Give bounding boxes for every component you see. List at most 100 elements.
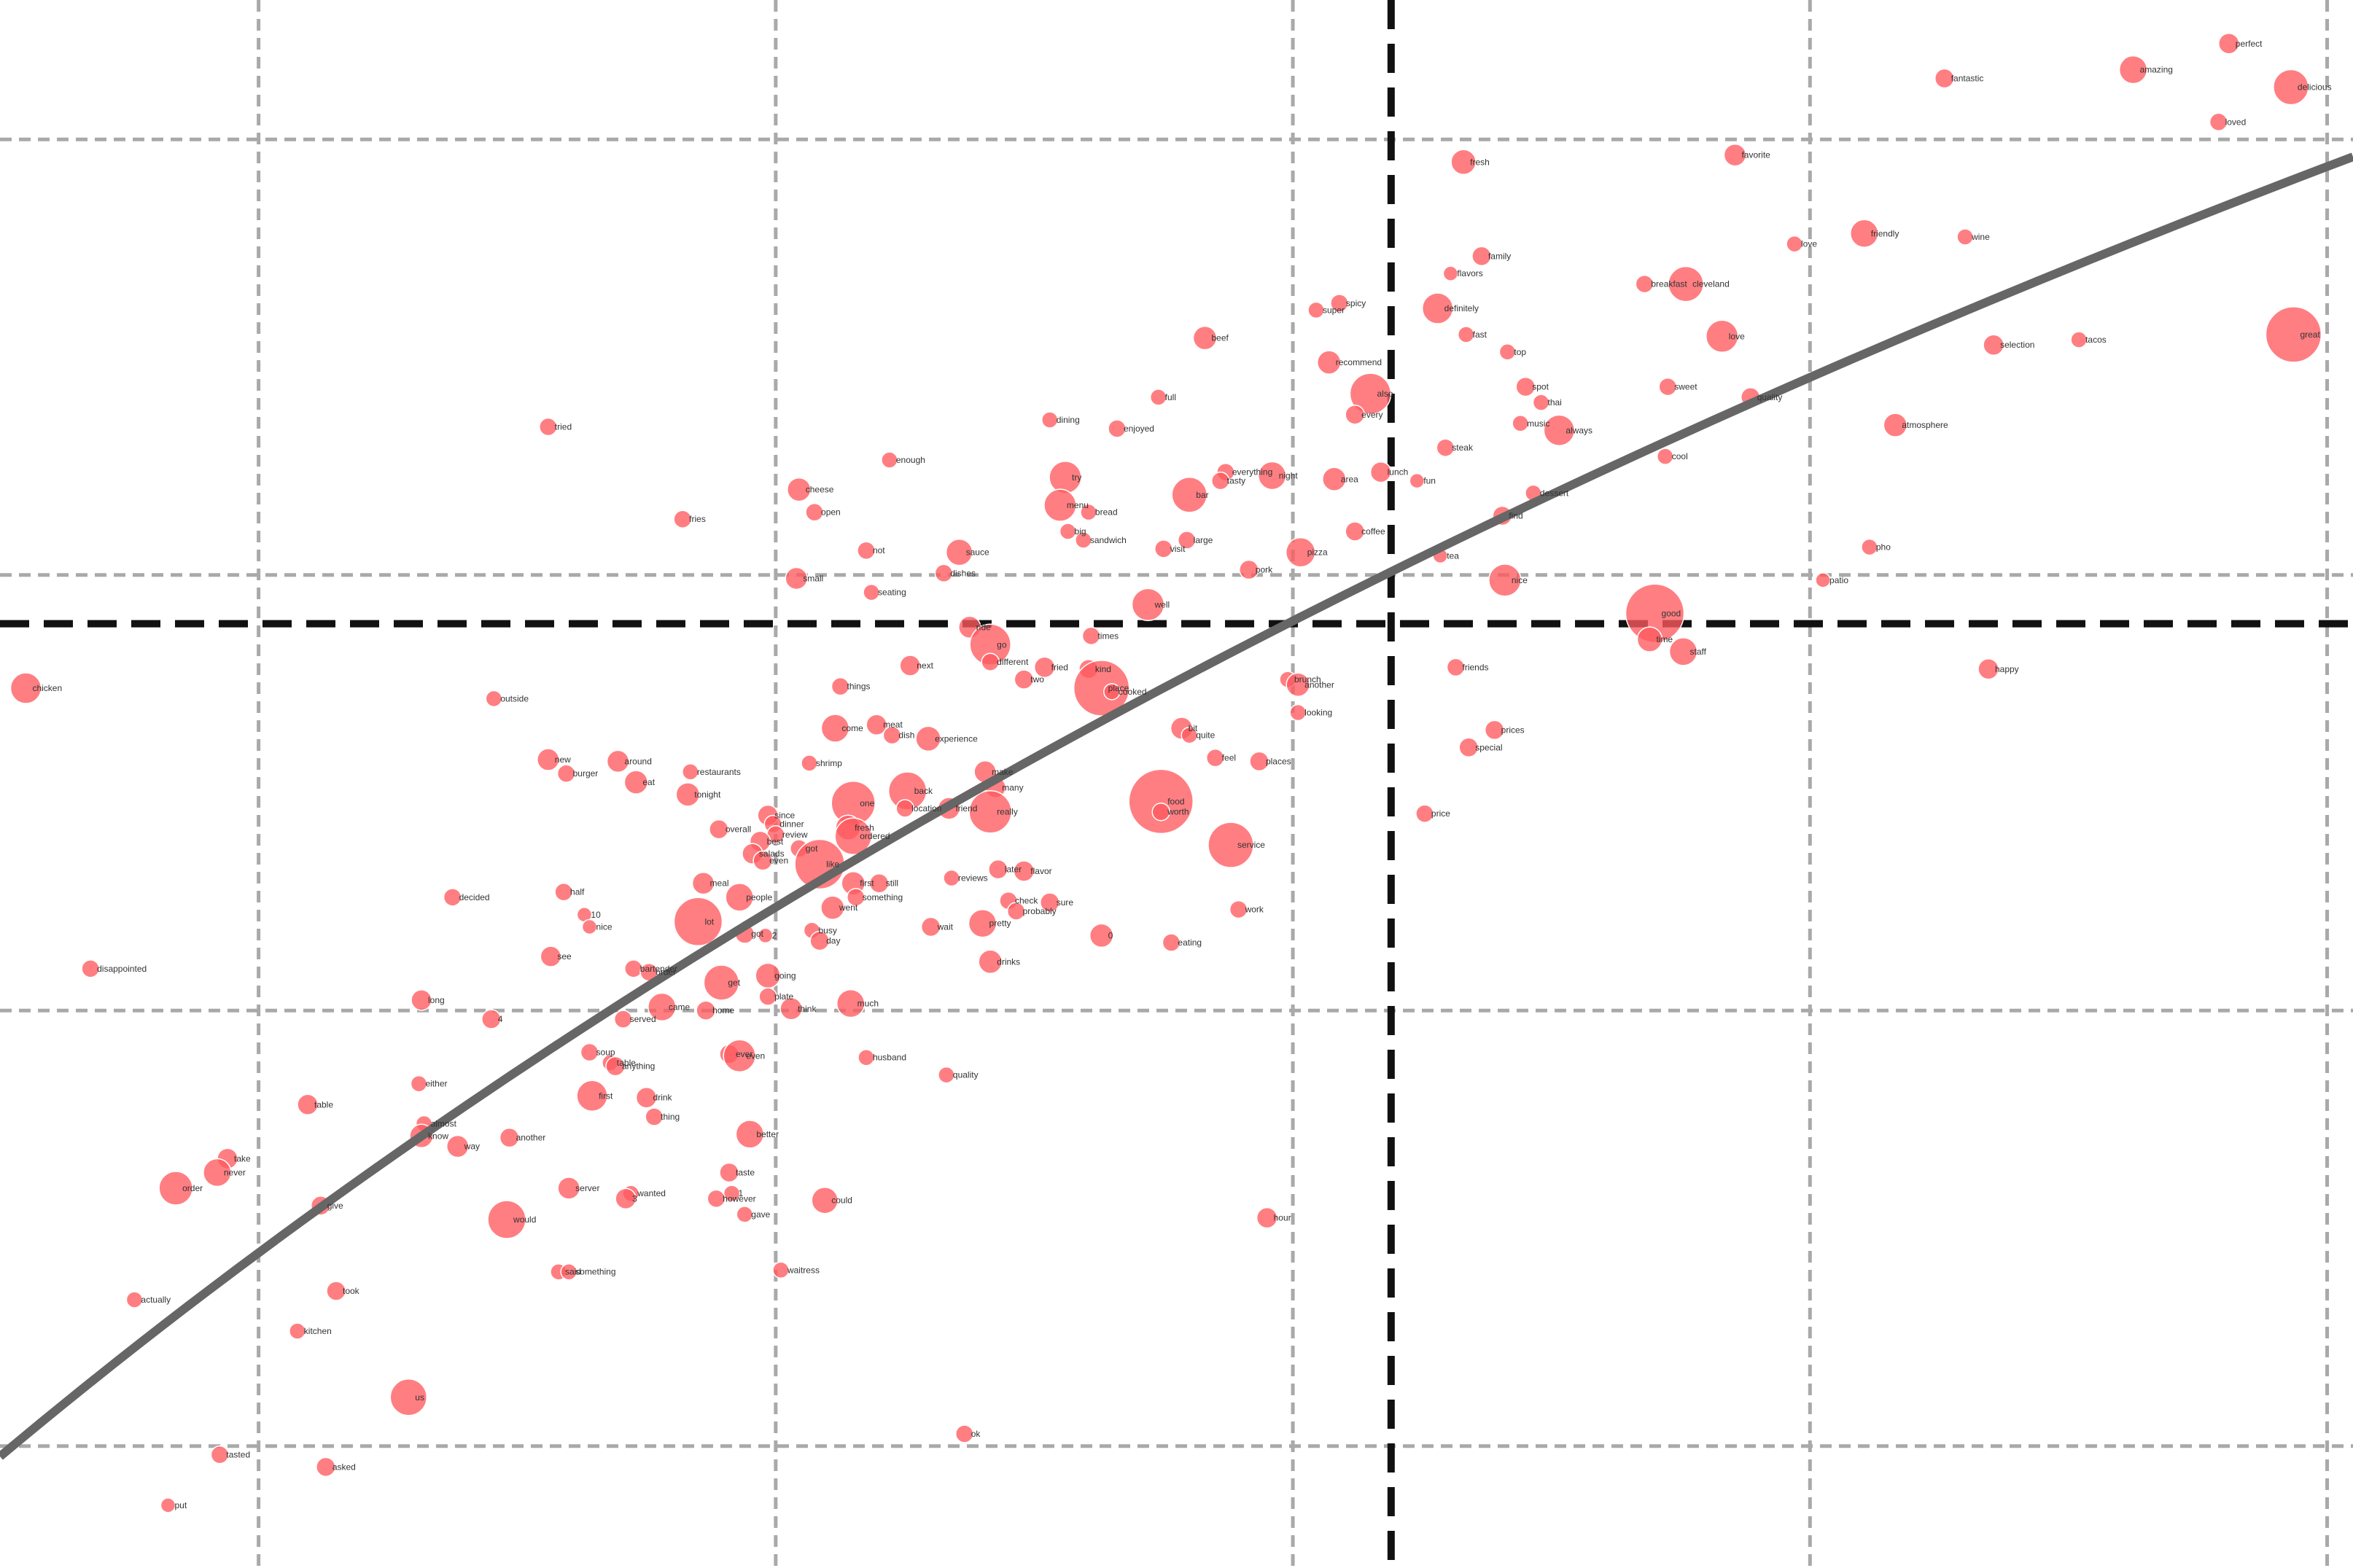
point-label-cheese: cheese [806, 485, 834, 495]
point-experience [915, 725, 941, 752]
point-label-fun: fun [1423, 476, 1436, 486]
point-label-love: love [1801, 239, 1817, 249]
point-label-burger: burger [573, 768, 599, 779]
point-friendly [1850, 219, 1879, 249]
point-small [785, 566, 808, 590]
point-label-nice: nice [1512, 575, 1528, 585]
point-label-thing: thing [661, 1112, 680, 1122]
point-label-fresh: fresh [1470, 157, 1490, 167]
point-something [847, 888, 866, 907]
point-something [560, 1263, 577, 1281]
point-flavor [1013, 860, 1035, 882]
point-waitress [772, 1261, 790, 1279]
point-label-also: also [1377, 389, 1393, 399]
point-label-patio: patio [1829, 575, 1848, 585]
point-family [1471, 246, 1492, 267]
point-way [446, 1134, 470, 1158]
point-atmosphere [1883, 413, 1908, 437]
point-label-another: another [1304, 679, 1334, 690]
point-label-would: would [513, 1214, 536, 1225]
point-label-food: food [1167, 796, 1184, 806]
point-label-something: something [575, 1267, 615, 1277]
point-label-still: still [886, 878, 898, 889]
point-label-wanted: wanted [637, 1188, 666, 1198]
point-label-better: better [756, 1129, 779, 1139]
point-label-happy: happy [1995, 664, 2019, 674]
point-label-asked: asked [332, 1462, 356, 1472]
point-label-quite: quite [1196, 730, 1215, 741]
point-spot [1515, 376, 1536, 397]
point-label-service: service [1237, 840, 1265, 850]
point-us [389, 1378, 428, 1416]
point-later [988, 859, 1008, 880]
point-label-decided: decided [459, 892, 490, 902]
point-label-know: know [428, 1131, 448, 1141]
point-label-different: different [997, 657, 1029, 667]
point-label-went: went [839, 902, 858, 913]
point-fantastic [1934, 68, 1955, 89]
point-label-time: time [1656, 634, 1673, 644]
point-love [1786, 235, 1803, 253]
point-home [696, 1000, 716, 1021]
point-tried [539, 417, 558, 437]
point-label-area: area [1341, 474, 1358, 484]
point-label-bartender: bartender [640, 964, 677, 974]
point-label-another: another [516, 1133, 546, 1143]
point-amazing [2118, 55, 2148, 85]
trend-curve-path [0, 152, 2353, 1460]
point-put [160, 1497, 176, 1513]
point-dish [882, 725, 902, 745]
point-also [1349, 373, 1392, 415]
point-fun [1409, 472, 1426, 489]
point-sandwich [1075, 531, 1092, 549]
point-sauce [945, 538, 973, 566]
point-see [540, 945, 562, 967]
point-staff [1668, 637, 1698, 666]
point-drinks [978, 949, 1003, 975]
point-label-got: got [751, 929, 763, 939]
point-label-busy: busy [818, 925, 836, 935]
point-label-looking: looking [1304, 708, 1332, 718]
point-tonight [675, 782, 701, 807]
point-label-table: table [617, 1058, 636, 1068]
point-label-10: 10 [591, 910, 601, 920]
point-label-try: try [1072, 472, 1081, 483]
point-label-ever: ever [736, 1049, 752, 1059]
point-label-enjoyed: enjoyed [1124, 424, 1154, 434]
point-label-special: special [1475, 742, 1502, 752]
point-label-first: first [599, 1091, 613, 1101]
point-dishes [934, 563, 954, 583]
point-label-meat: meat [883, 719, 903, 730]
point-label-since: since [774, 811, 795, 821]
point-get [703, 964, 740, 1001]
point-label-even: even [769, 856, 788, 866]
point-label-two: two [1030, 674, 1044, 684]
point-great [2265, 306, 2322, 363]
point-label-quality: quality [953, 1070, 979, 1080]
point-label-family: family [1488, 251, 1511, 261]
point-patio [1815, 572, 1831, 588]
point-label-took: took [343, 1286, 360, 1296]
point-disappointed [81, 959, 100, 978]
point-enjoyed [1108, 419, 1127, 438]
point-label-much: much [857, 999, 879, 1009]
point-label-lunch: lunch [1388, 467, 1409, 477]
point-label-not: not [873, 545, 885, 555]
point-label-menu: menu [1067, 500, 1089, 510]
point-label-shrimp: shrimp [816, 758, 842, 768]
point-label-sandwich: sandwich [1090, 535, 1127, 545]
point-label-0: 0 [1108, 930, 1113, 940]
point-label-work: work [1245, 905, 1264, 915]
point-label-either: either [425, 1079, 447, 1089]
point-flavors [1442, 265, 1459, 281]
point-label-tasted: tasted [226, 1450, 250, 1460]
point-label-soup: soup [596, 1048, 615, 1058]
point-nice [1488, 563, 1522, 597]
point-big [1059, 523, 1077, 540]
point-lot [673, 897, 723, 947]
point-price [1415, 804, 1434, 823]
point-love [1705, 319, 1739, 354]
point-label-dishes: dishes [950, 568, 976, 578]
